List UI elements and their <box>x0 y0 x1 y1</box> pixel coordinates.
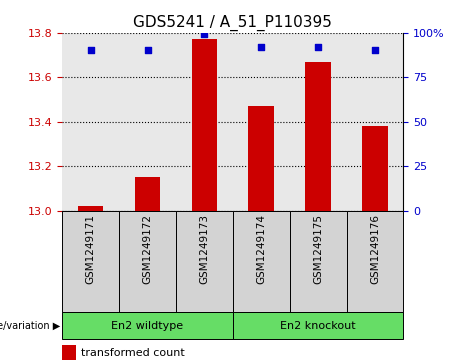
Bar <box>62 33 119 211</box>
Bar <box>233 33 290 211</box>
Bar <box>362 126 388 211</box>
Title: GDS5241 / A_51_P110395: GDS5241 / A_51_P110395 <box>133 15 332 31</box>
Bar <box>78 206 103 211</box>
Point <box>314 44 322 50</box>
Bar <box>62 211 119 312</box>
Text: GSM1249174: GSM1249174 <box>256 213 266 284</box>
Point <box>258 44 265 50</box>
Bar <box>233 211 290 312</box>
Bar <box>119 211 176 312</box>
Text: genotype/variation ▶: genotype/variation ▶ <box>0 321 60 331</box>
Text: En2 knockout: En2 knockout <box>280 321 356 331</box>
Bar <box>119 33 176 211</box>
Bar <box>62 312 233 339</box>
Point <box>371 48 378 53</box>
Bar <box>290 33 347 211</box>
Bar <box>233 312 403 339</box>
Bar <box>290 211 347 312</box>
Point <box>87 48 95 53</box>
Point <box>144 48 151 53</box>
Text: transformed count: transformed count <box>81 348 185 358</box>
Text: En2 wildtype: En2 wildtype <box>112 321 183 331</box>
Bar <box>192 39 217 211</box>
Point <box>201 32 208 37</box>
Text: GSM1249172: GSM1249172 <box>142 213 153 284</box>
Bar <box>135 177 160 211</box>
Bar <box>347 33 403 211</box>
Bar <box>305 62 331 211</box>
Bar <box>347 211 403 312</box>
Bar <box>176 33 233 211</box>
Bar <box>62 345 76 360</box>
Bar <box>176 211 233 312</box>
Text: GSM1249171: GSM1249171 <box>86 213 96 284</box>
Text: GSM1249175: GSM1249175 <box>313 213 323 284</box>
Bar <box>248 106 274 211</box>
Text: GSM1249176: GSM1249176 <box>370 213 380 284</box>
Text: GSM1249173: GSM1249173 <box>199 213 209 284</box>
